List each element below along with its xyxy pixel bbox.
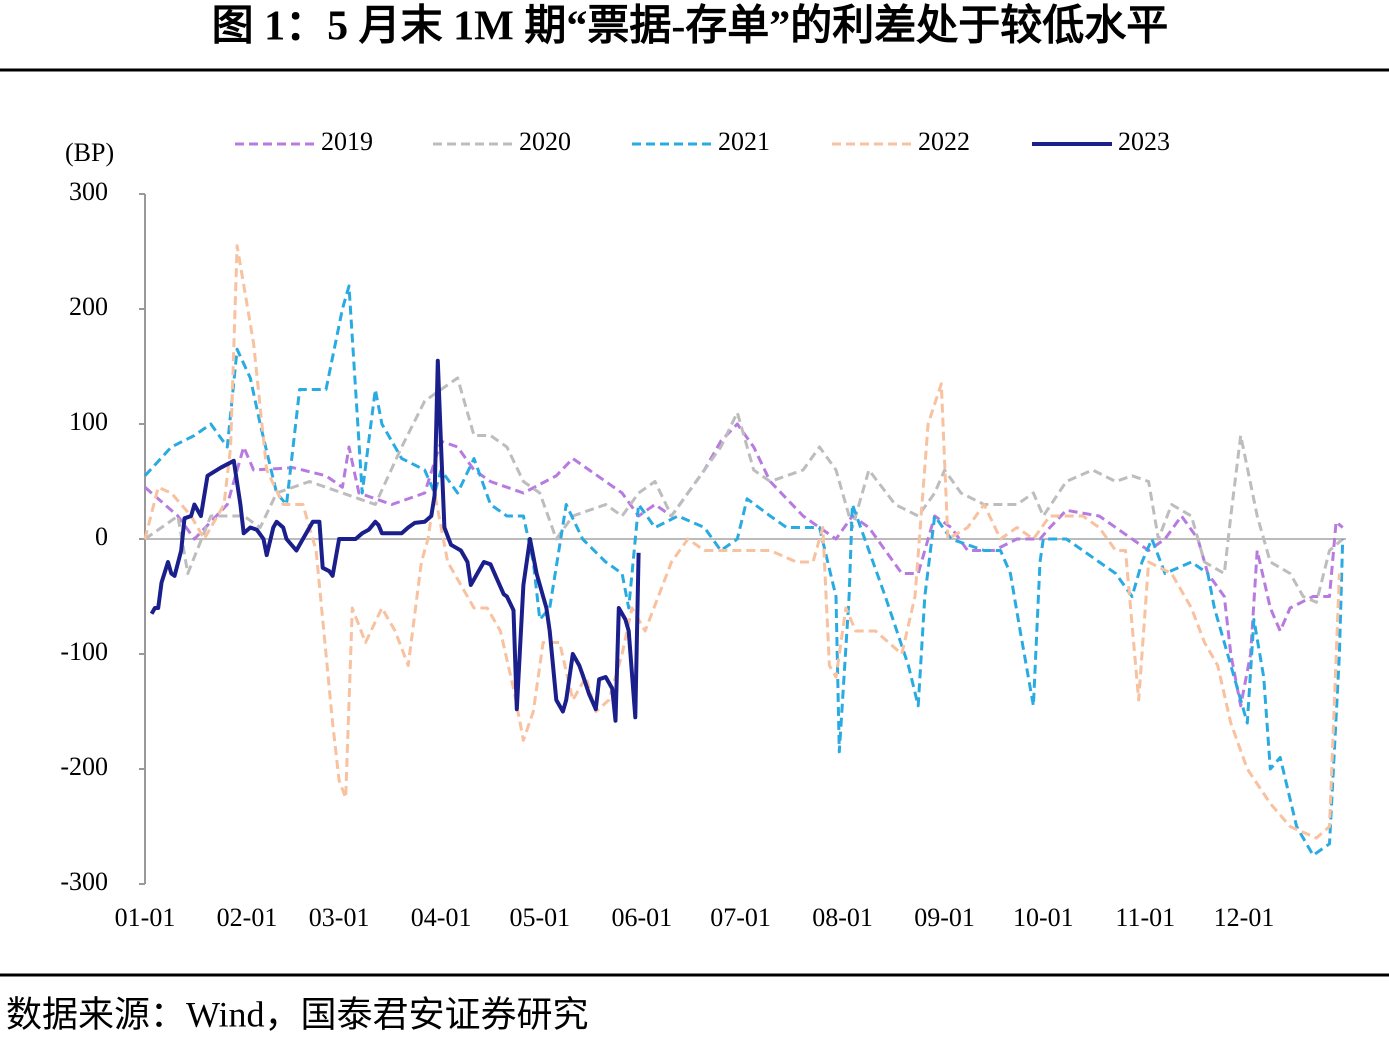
line-series (144, 376, 1344, 604)
x-tick-label: 06-01 (612, 903, 673, 932)
y-axis-label: (BP) (65, 138, 114, 167)
x-tick-label: 07-01 (710, 903, 771, 932)
legend-label: 2022 (918, 127, 970, 156)
x-tick-label: 04-01 (411, 903, 472, 932)
x-tick-label: 09-01 (914, 903, 975, 932)
y-tick-label: 0 (95, 522, 108, 551)
y-tick-label: 200 (69, 292, 108, 321)
legend-label: 2023 (1118, 127, 1170, 156)
y-tick-label: -200 (60, 752, 108, 781)
x-tick-label: 11-01 (1115, 903, 1175, 932)
x-tick-label: 08-01 (812, 903, 873, 932)
x-tick-label: 12-01 (1214, 903, 1275, 932)
legend-label: 2020 (519, 127, 571, 156)
line-series (149, 358, 641, 723)
y-tick-label: 100 (69, 407, 108, 436)
y-tick-label: -300 (60, 867, 108, 896)
x-tick-label: 10-01 (1013, 903, 1074, 932)
x-tick-label: 01-01 (115, 903, 176, 932)
line-series (143, 284, 1345, 857)
y-tick-label: 300 (69, 177, 108, 206)
x-tick-label: 03-01 (309, 903, 370, 932)
x-tick-label: 05-01 (510, 903, 571, 932)
chart-title: 图 1：5 月末 1M 期“票据-存单”的利差处于较低水平 (212, 3, 1169, 50)
line-series (143, 244, 1341, 840)
source-note: 数据来源：Wind，国泰君安证券研究 (6, 994, 589, 1034)
legend-label: 2021 (718, 127, 770, 156)
legend-label: 2019 (321, 127, 373, 156)
x-tick-label: 02-01 (217, 903, 278, 932)
y-tick-label: -100 (60, 637, 108, 666)
line-series (144, 422, 1344, 708)
